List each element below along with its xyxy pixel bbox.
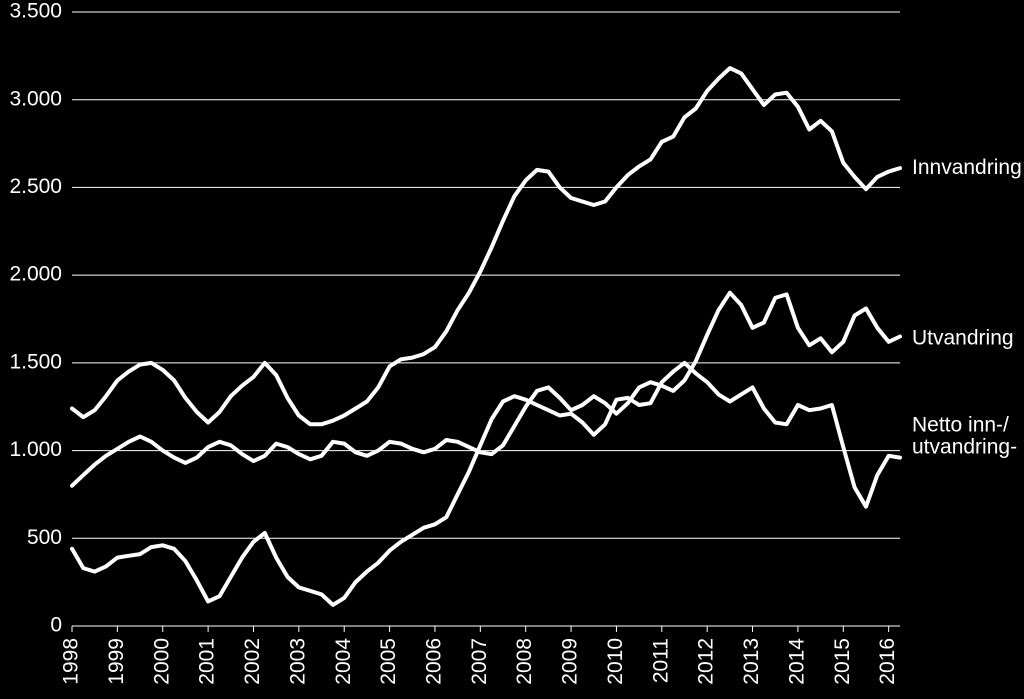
x-tick-label: 2014	[785, 638, 808, 685]
y-tick-label: 0	[50, 614, 62, 637]
x-tick-label: 2002	[241, 638, 264, 685]
y-tick-label: 1.000	[9, 438, 62, 461]
series-label-netto: Netto inn-/utvandring-	[912, 413, 1017, 458]
x-tick-label: 2003	[286, 638, 309, 685]
y-tick-label: 500	[27, 526, 62, 549]
x-tick-label: 2004	[332, 638, 355, 685]
series-label-utvandring: Utvandring	[912, 326, 1014, 349]
x-tick-label: 2016	[876, 638, 899, 685]
x-tick-label: 2008	[513, 638, 536, 685]
y-tick-label: 3.500	[9, 0, 62, 23]
y-tick-label: 2.500	[9, 175, 62, 198]
chart-background	[0, 0, 1024, 699]
x-tick-label: 1998	[60, 638, 83, 685]
x-tick-label: 2011	[649, 638, 672, 683]
x-tick-label: 2005	[377, 638, 400, 685]
x-tick-label: 2015	[831, 638, 854, 685]
x-tick-label: 2000	[150, 638, 173, 685]
x-tick-label: 1999	[105, 638, 128, 685]
x-tick-label: 2010	[604, 638, 627, 685]
series-label-innvandring: Innvandring	[912, 156, 1022, 179]
y-tick-label: 1.500	[9, 350, 62, 373]
y-tick-label: 2.000	[9, 263, 62, 286]
migration-line-chart: 0 500 1.000 1.500 2.000 2.500 3.000 3.500 1998 19…	[0, 0, 1024, 699]
x-tick-label: 2007	[468, 638, 491, 685]
x-tick-label: 2001	[196, 638, 219, 685]
x-tick-label: 2012	[695, 638, 718, 685]
y-tick-label: 3.000	[9, 87, 62, 110]
x-tick-label: 2009	[559, 638, 582, 685]
x-tick-label: 2013	[740, 638, 763, 685]
x-tick-label: 2006	[423, 638, 446, 685]
